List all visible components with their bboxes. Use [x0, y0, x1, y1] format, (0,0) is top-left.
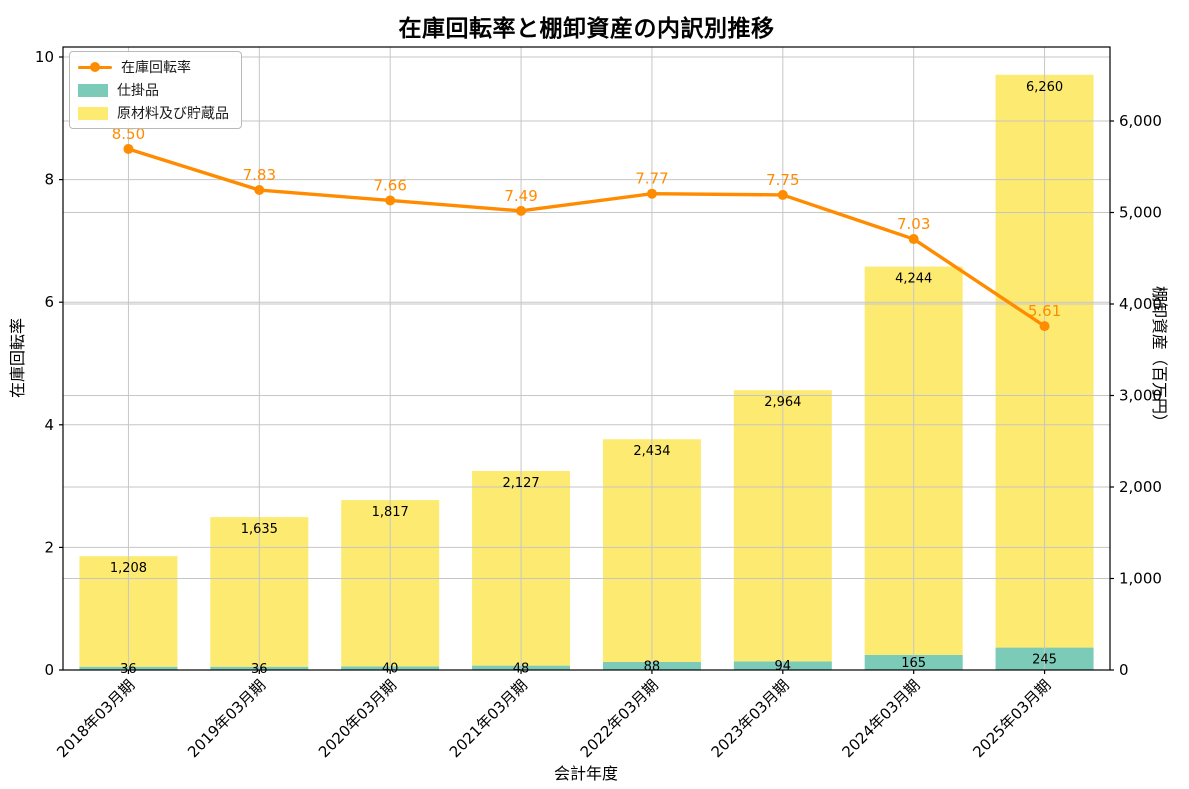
x-tick-label: 2018年03月期: [53, 676, 138, 761]
plot-border: [62, 46, 1111, 671]
legend-label: 仕掛品: [117, 83, 159, 99]
x-tick-label: 2021年03月期: [446, 676, 531, 761]
legend-color-patch: [78, 106, 108, 120]
turnover-point: [385, 195, 396, 206]
legend-item: 原材料及び貯蔵品: [78, 104, 229, 122]
left-tick-label: 8: [44, 171, 54, 189]
legend-line-swatch: [78, 60, 112, 74]
line-value-label: 8.50: [112, 125, 145, 143]
turnover-point: [123, 143, 134, 154]
x-tick-label: 2024年03月期: [838, 676, 923, 761]
wip-value-label: 165: [901, 656, 926, 671]
legend-item: 仕掛品: [78, 81, 229, 99]
raw-materials-value-label: 1,817: [372, 505, 409, 520]
legend-label: 原材料及び貯蔵品: [117, 106, 229, 122]
wip-value-label: 48: [513, 661, 530, 676]
turnover-line: [127, 147, 1046, 328]
line-value-label: 7.75: [766, 171, 799, 189]
legend-label: 在庫回転率: [121, 60, 191, 76]
line-value-label: 7.66: [373, 176, 406, 194]
wip-value-label: 245: [1032, 652, 1057, 667]
x-tick-label: 2020年03月期: [315, 676, 400, 761]
turnover-point: [646, 188, 657, 199]
left-tick-label: 10: [35, 48, 54, 66]
legend: 在庫回転率仕掛品原材料及び貯蔵品: [69, 51, 242, 129]
raw-materials-value-label: 2,127: [502, 476, 539, 491]
right-tick-label: 1,000: [1119, 570, 1162, 588]
right-tick-label: 2,000: [1119, 478, 1162, 496]
line-value-label: 7.49: [504, 187, 537, 205]
left-tick-label: 4: [44, 416, 54, 434]
right-axis-title: 棚卸資産（百万円）: [1150, 285, 1169, 431]
raw-materials-value-label: 2,434: [633, 444, 670, 459]
x-tick-label: 2025年03月期: [969, 676, 1054, 761]
turnover-point: [254, 185, 265, 196]
x-tick-label: 2019年03月期: [184, 676, 269, 761]
raw-materials-value-label: 1,635: [241, 522, 278, 537]
left-axis-title: 在庫回転率: [8, 317, 27, 399]
line-value-label: 5.61: [1028, 302, 1061, 320]
raw-materials-value-label: 6,260: [1026, 80, 1063, 95]
turnover-point: [1039, 321, 1050, 332]
right-tick-label: 3,000: [1119, 387, 1162, 405]
left-tick-label: 2: [44, 538, 54, 556]
legend-item: 在庫回転率: [78, 58, 229, 76]
right-tick-label: 0: [1119, 661, 1129, 679]
left-tick-label: 6: [44, 293, 54, 311]
right-tick-label: 4,000: [1119, 295, 1162, 313]
x-tick-label: 2022年03月期: [577, 676, 662, 761]
left-tick-label: 0: [44, 661, 54, 679]
raw-materials-value-label: 1,208: [110, 561, 147, 576]
wip-value-label: 36: [251, 662, 268, 677]
line-value-label: 7.77: [635, 170, 668, 188]
chart-title: 在庫回転率と棚卸資産の内訳別推移: [398, 16, 775, 42]
turnover-point: [777, 189, 788, 200]
raw-materials-value-label: 4,244: [895, 272, 932, 287]
x-tick-label: 2023年03月期: [708, 676, 793, 761]
right-tick-label: 5,000: [1119, 204, 1162, 222]
x-axis-title: 会計年度: [553, 764, 619, 783]
wip-value-label: 94: [775, 659, 792, 674]
line-value-label: 7.03: [897, 215, 930, 233]
turnover-point: [516, 205, 527, 216]
wip-value-label: 36: [120, 662, 137, 677]
legend-marker-dot: [90, 62, 100, 72]
raw-materials-value-label: 2,964: [764, 395, 801, 410]
turnover-point: [908, 234, 919, 245]
legend-color-patch: [78, 83, 108, 97]
wip-value-label: 40: [382, 662, 399, 677]
right-tick-label: 6,000: [1119, 112, 1162, 130]
line-value-label: 7.83: [243, 166, 276, 184]
wip-value-label: 88: [644, 659, 661, 674]
